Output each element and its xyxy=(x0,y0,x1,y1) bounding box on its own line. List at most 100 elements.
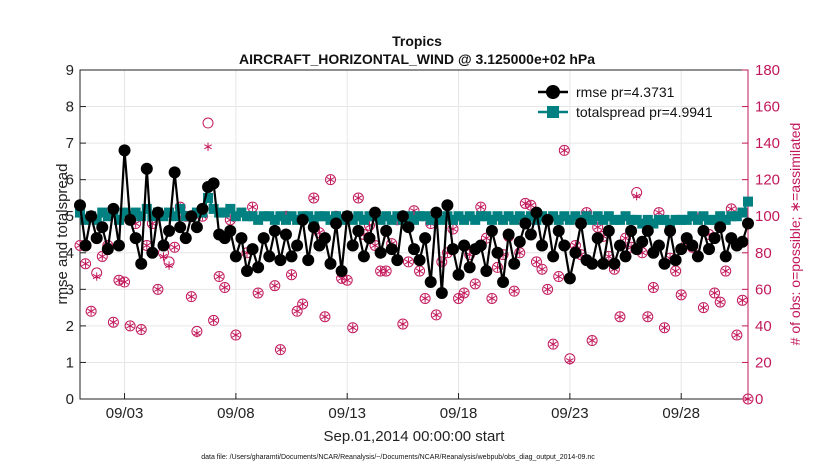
assimilated-point xyxy=(276,345,285,354)
possible-point xyxy=(297,298,309,310)
rmse-point xyxy=(307,221,320,234)
totalspread-point xyxy=(253,214,264,225)
axes: 09/03 09/08 09/13 09/18 09/23 09/28 0 1 2 3 4 5 6 7 8 9… xyxy=(66,62,780,422)
possible-point xyxy=(252,287,264,299)
assimilated-point xyxy=(371,241,379,250)
totalspread-point xyxy=(169,211,180,222)
assimilated-point xyxy=(92,272,101,281)
possible-point xyxy=(169,241,181,253)
totalspread-point xyxy=(319,211,330,222)
y-tick-label: 0 xyxy=(66,391,74,408)
possible-point xyxy=(113,274,125,286)
totalspread-point xyxy=(158,211,169,222)
possible-point xyxy=(185,291,197,303)
possible-point xyxy=(152,283,164,295)
assimilated-point xyxy=(488,294,496,303)
rmse-point xyxy=(591,232,604,245)
legend-rmse-marker xyxy=(546,85,560,99)
possible-point xyxy=(124,320,136,332)
possible-point xyxy=(397,318,409,330)
possible-point xyxy=(714,296,726,308)
rmse-point xyxy=(658,257,671,270)
totalspread-point xyxy=(230,211,241,222)
totalspread-point xyxy=(514,211,525,222)
totalspread-point xyxy=(80,214,91,225)
totalspread-point xyxy=(709,214,720,225)
totalspread-point xyxy=(720,214,731,225)
totalspread-point xyxy=(553,214,564,225)
totalspread-point xyxy=(242,211,252,222)
rmse-point xyxy=(112,239,125,252)
assimilated-point xyxy=(154,285,162,294)
rmse-point xyxy=(435,286,448,299)
rmse-point xyxy=(669,254,682,267)
rmse-point xyxy=(151,206,164,219)
assimilated-point xyxy=(604,252,613,261)
rmse-point xyxy=(424,276,437,289)
rmse-point xyxy=(246,243,259,256)
totalspread-point xyxy=(436,214,447,225)
possible-point xyxy=(85,305,97,317)
rmse-point xyxy=(107,202,120,215)
rmse-point xyxy=(508,257,521,270)
totalspread-point xyxy=(414,211,425,222)
assimilated-point xyxy=(543,285,552,294)
totalspread-point xyxy=(420,211,431,222)
rmse-point xyxy=(79,239,92,252)
rmse-point xyxy=(185,210,198,223)
assimilated-point xyxy=(170,243,179,252)
rmse-point xyxy=(597,257,610,270)
rmse-point xyxy=(569,246,582,259)
possible-point xyxy=(586,335,598,347)
x-tick-label: 09/23 xyxy=(551,405,589,422)
possible-point xyxy=(230,329,242,341)
possible-point xyxy=(675,289,687,301)
totalspread-point xyxy=(214,207,225,218)
rmse-layer xyxy=(74,144,754,299)
possible-point xyxy=(436,256,448,268)
assimilated-point xyxy=(98,252,107,261)
footnote: data file: /Users/gharamti/Documents/NCA… xyxy=(201,454,595,461)
x-axis-label: Sep.01,2014 00:00:00 start xyxy=(324,428,506,445)
rmse-point xyxy=(101,243,114,256)
assimilated-point xyxy=(115,275,123,285)
totalspread-point xyxy=(175,203,186,214)
assimilated-point xyxy=(109,318,118,327)
assimilated-point xyxy=(593,222,602,232)
possible-point xyxy=(647,282,659,294)
totalspread-point xyxy=(286,211,297,222)
totalspread-point xyxy=(325,214,336,225)
assimilated-point xyxy=(471,279,480,289)
rmse-point xyxy=(430,206,443,219)
totalspread-point xyxy=(91,214,102,225)
assimilated-point xyxy=(215,272,224,281)
rmse-point xyxy=(530,206,543,219)
rmse-point xyxy=(719,250,732,263)
totalspread-point xyxy=(620,211,631,222)
assimilated-point xyxy=(454,294,463,303)
rmse-point xyxy=(241,265,253,278)
rmse-point xyxy=(419,232,432,245)
rmse-point xyxy=(586,257,599,270)
assimilated-point xyxy=(354,193,363,203)
totalspread-point xyxy=(130,207,141,218)
totalspread-point xyxy=(531,214,542,225)
totalspread-point xyxy=(258,211,269,222)
possible-point xyxy=(536,263,548,275)
legend-spread-marker xyxy=(547,106,559,118)
possible-point xyxy=(530,256,542,268)
totalspread-point xyxy=(191,207,202,218)
totalspread-point xyxy=(364,211,375,222)
y-tick-label: 7 xyxy=(66,135,74,152)
totalspread-point xyxy=(453,211,464,222)
rmse-point xyxy=(675,243,688,256)
assimilated-point xyxy=(721,266,730,276)
possible-point xyxy=(80,258,92,270)
rmse-point xyxy=(129,232,142,245)
assimilated-point xyxy=(376,266,385,276)
totalspread-point xyxy=(164,207,175,218)
rmse-point xyxy=(602,224,615,237)
possible-point xyxy=(486,292,498,304)
totalspread-point xyxy=(225,203,236,214)
y-tick-label: 9 xyxy=(66,62,74,79)
